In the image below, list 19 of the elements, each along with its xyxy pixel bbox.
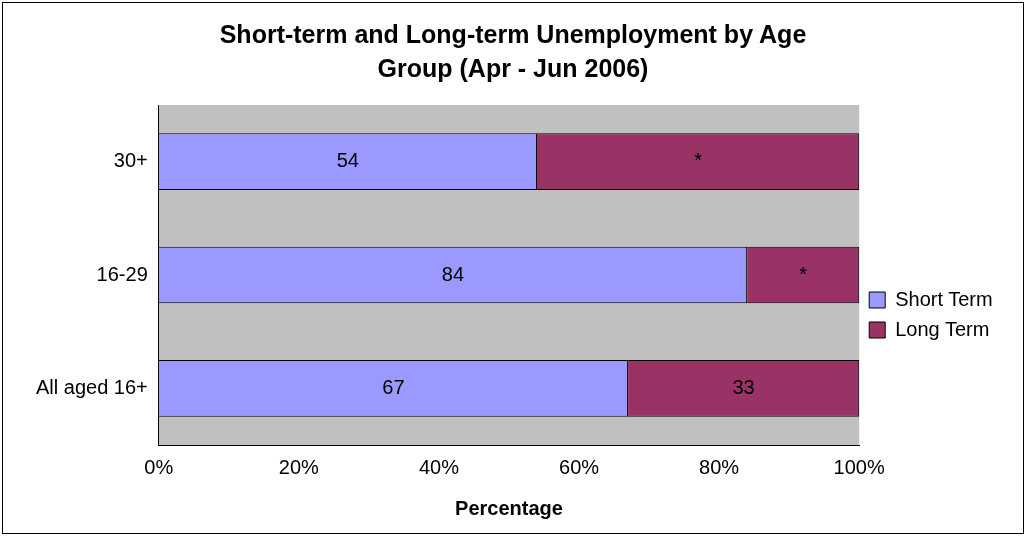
- y-tick-label: 30+: [113, 149, 148, 172]
- legend-label: Short Term: [895, 287, 993, 310]
- data-label: 54: [336, 149, 359, 172]
- y-tick-label: All aged 16+: [35, 375, 148, 398]
- data-label: *: [694, 149, 703, 172]
- data-label: *: [799, 262, 808, 285]
- x-tick-label: 0%: [144, 455, 174, 478]
- y-tick-label: 16-29: [96, 262, 148, 285]
- x-tick-label: 60%: [559, 455, 600, 478]
- x-tick-label: 80%: [699, 455, 740, 478]
- data-label: 84: [441, 262, 465, 285]
- x-tick-label: 40%: [418, 455, 460, 478]
- x-tick-label: 100%: [833, 455, 885, 478]
- data-label: 67: [382, 375, 405, 398]
- data-label: 33: [732, 375, 755, 398]
- legend-label: Long Term: [895, 317, 990, 340]
- x-axis-title: Percentage: [455, 496, 563, 519]
- x-tick-label: 20%: [278, 455, 320, 478]
- chart-title: Short-term and Long-term Unemployment by Age Group (Apr - Jun 2006): [218, 19, 808, 84]
